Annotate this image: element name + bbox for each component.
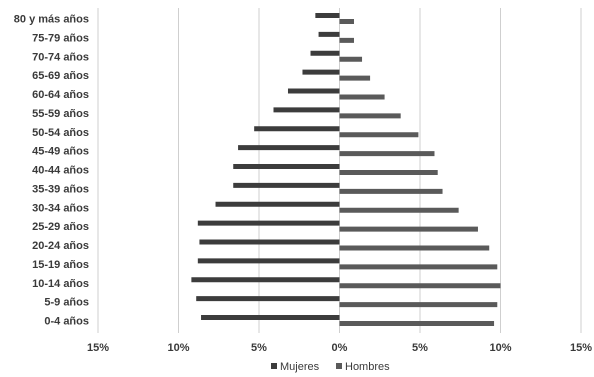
- y-category-label: 80 y más años: [14, 14, 89, 26]
- bar-hombres: [339, 170, 438, 175]
- y-category-label: 65-69 años: [32, 70, 89, 82]
- y-category-label: 60-64 años: [32, 89, 89, 101]
- bar-mujeres: [233, 182, 340, 188]
- y-category-label: 30-34 años: [32, 202, 89, 214]
- x-tick-label: 0%: [332, 342, 348, 354]
- bar-hombres: [339, 264, 498, 270]
- y-category-label: 70-74 años: [32, 51, 89, 63]
- bar-hombres: [339, 151, 435, 157]
- bar-hombres: [339, 283, 501, 289]
- x-tick-label: 5%: [251, 342, 267, 354]
- bar-hombres: [339, 132, 419, 138]
- x-tick-label: 10%: [489, 342, 511, 354]
- y-category-label: 35-39 años: [32, 183, 89, 195]
- labels-layer: 15% 10% 5% 0% 5% 10% 15% 0-4 años 5-9 años 10-14 …: [14, 14, 592, 355]
- bar-mujeres: [215, 201, 340, 207]
- bar-hombres: [339, 207, 459, 213]
- bar-hombres: [339, 94, 385, 100]
- y-category-label: 40-44 años: [32, 165, 89, 177]
- y-category-label: 75-79 años: [32, 32, 89, 44]
- bar-mujeres: [238, 145, 340, 151]
- legend-label-mujeres: Mujeres: [280, 361, 320, 373]
- bar-mujeres: [310, 50, 340, 56]
- y-category-label: 45-49 años: [32, 146, 89, 158]
- x-tick-label: 5%: [412, 342, 428, 354]
- bar-mujeres: [197, 258, 340, 264]
- bar-hombres: [339, 37, 354, 43]
- y-category-label: 5-9 años: [44, 297, 89, 309]
- bar-mujeres: [273, 107, 340, 113]
- y-category-label: 20-24 años: [32, 240, 89, 252]
- bar-mujeres: [302, 69, 340, 75]
- x-tick-label: 10%: [167, 342, 189, 354]
- bar-mujeres: [287, 88, 340, 94]
- bar-mujeres: [315, 13, 340, 18]
- bar-hombres: [339, 188, 443, 194]
- bar-hombres: [339, 245, 490, 251]
- legend-label-hombres: Hombres: [345, 361, 390, 373]
- legend-swatch-mujeres: [271, 363, 277, 369]
- bar-mujeres: [233, 164, 340, 169]
- bar-hombres: [339, 19, 354, 24]
- bar-mujeres: [197, 220, 340, 226]
- bar-mujeres: [196, 296, 340, 302]
- bar-mujeres: [318, 31, 340, 37]
- y-category-label: 50-54 años: [32, 127, 89, 139]
- y-category-label: 25-29 años: [32, 221, 89, 233]
- bar-mujeres: [254, 126, 340, 132]
- x-tick-label: 15%: [570, 342, 592, 354]
- bars-layer: [191, 13, 501, 326]
- bar-mujeres: [191, 277, 340, 283]
- bar-hombres: [339, 113, 401, 119]
- bar-hombres: [339, 226, 478, 232]
- y-category-label: 0-4 años: [44, 316, 89, 328]
- y-category-label: 15-19 años: [32, 259, 89, 271]
- bar-mujeres: [201, 315, 340, 320]
- bar-mujeres: [199, 239, 340, 245]
- bar-hombres: [339, 75, 371, 81]
- bar-hombres: [339, 321, 495, 326]
- bar-hombres: [339, 56, 363, 62]
- x-tick-label: 15%: [87, 342, 109, 354]
- bar-hombres: [339, 302, 498, 308]
- y-category-label: 55-59 años: [32, 108, 89, 120]
- y-category-label: 10-14 años: [32, 278, 89, 290]
- legend-swatch-hombres: [336, 363, 342, 369]
- legend: Mujeres Hombres: [271, 361, 390, 373]
